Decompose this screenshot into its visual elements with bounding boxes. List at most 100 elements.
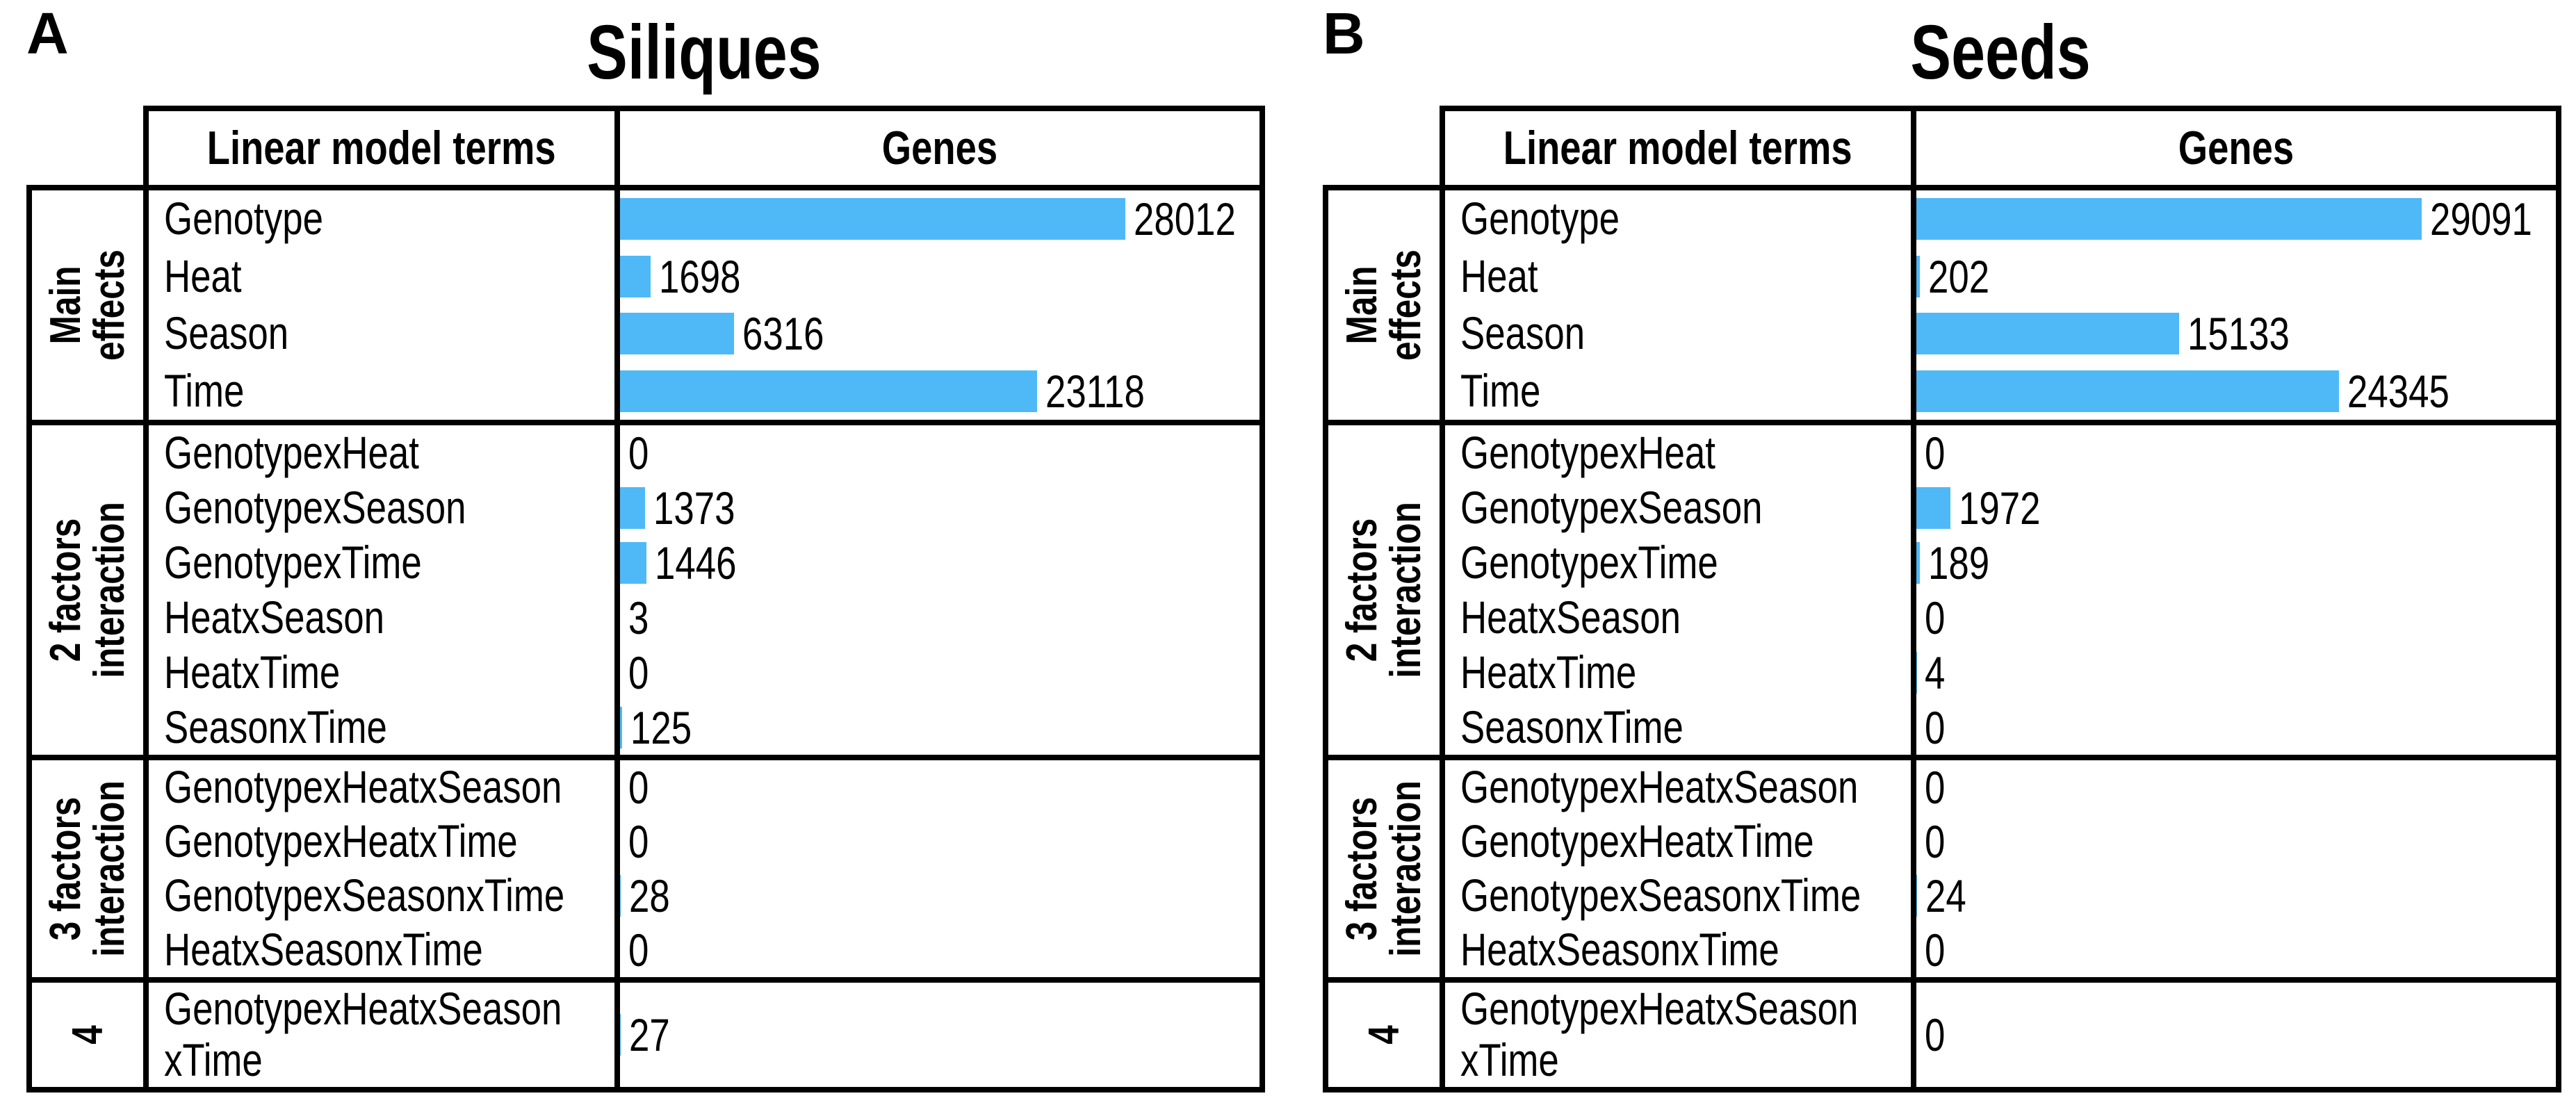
- genes-cell: 1972: [1916, 480, 2556, 535]
- row-group-rows: GenotypexHeatxSeason 0 GenotypexHeatxTim…: [149, 760, 1260, 977]
- panel-letter: A: [26, 1, 69, 66]
- gene-count-value: 0: [628, 816, 649, 867]
- term-cell: HeatxSeason: [1445, 590, 1916, 645]
- panel-title-wrap: Siliques: [143, 0, 1265, 106]
- gene-count-value: 189: [1927, 537, 1989, 589]
- header-linear-model-terms-label: Linear model terms: [207, 122, 556, 174]
- gene-count-bar: [620, 255, 651, 297]
- term-cell: Time: [149, 362, 620, 420]
- term-label: Genotype: [164, 193, 323, 245]
- panel-letter: B: [1323, 1, 1365, 66]
- term-cell: GenotypexSeason: [149, 480, 620, 535]
- term-cell: SeasonxTime: [1445, 700, 1916, 755]
- header-cell-linear-model-terms: Linear model terms: [1445, 111, 1916, 185]
- table-row: HeatxSeasonxTime 0: [149, 923, 1260, 977]
- table-row: Genotype 29091: [1445, 190, 2556, 248]
- gene-count-bar: [620, 1014, 621, 1056]
- row-group-cell: 4: [1328, 983, 1445, 1087]
- genes-cell: 15133: [1916, 305, 2556, 363]
- gene-count-value: 202: [1928, 250, 1990, 302]
- gene-count-value: 1446: [654, 537, 736, 589]
- row-group-cell: Main effects: [32, 190, 149, 420]
- term-label: GenotypexSeasonxTime: [164, 869, 565, 922]
- genes-cell: 202: [1916, 248, 2556, 306]
- row-group-label: 4: [63, 1025, 112, 1045]
- row-group: 2 factors interaction GenotypexHeat 0 Ge…: [32, 425, 1260, 760]
- row-group: 2 factors interaction GenotypexHeat 0 Ge…: [1328, 425, 2556, 760]
- term-label: HeatxTime: [1460, 646, 1637, 698]
- term-label: Genotype: [1460, 193, 1620, 245]
- table-row: GenotypexSeasonxTime 24: [1445, 869, 2556, 923]
- genes-cell: 0: [1916, 923, 2556, 977]
- table-row: GenotypexSeasonxTime 28: [149, 869, 1260, 923]
- table-row: HeatxSeason 3: [149, 590, 1260, 645]
- gene-count-bar: [620, 198, 1125, 240]
- genes-cell: 23118: [620, 363, 1260, 420]
- term-label: GenotypexHeat: [164, 426, 419, 478]
- table-row: HeatxTime 0: [149, 645, 1260, 700]
- row-group: Main effects Genotype 29091 Heat 202 Sea…: [1328, 190, 2556, 425]
- row-group-label: Main effects: [1337, 249, 1430, 361]
- row-group: 3 factors interaction GenotypexHeatxSeas…: [32, 760, 1260, 983]
- gene-count-value: 0: [1925, 701, 1946, 753]
- gene-count-value: 0: [1925, 816, 1946, 867]
- header-cell-linear-model-terms: Linear model terms: [149, 111, 620, 185]
- genes-cell: 0: [1916, 983, 2556, 1087]
- row-group: Main effects Genotype 28012 Heat 1698 Se…: [32, 190, 1260, 425]
- term-label: SeasonxTime: [1460, 701, 1684, 753]
- anova-table: Linear model terms Genes Main effects Ge…: [1323, 106, 2561, 1092]
- gene-count-value: 0: [1925, 427, 1946, 479]
- gene-count-value: 27: [628, 1009, 670, 1061]
- gene-count-bar: [1916, 875, 1917, 917]
- term-cell: GenotypexHeatxSeason xTime: [1445, 983, 1916, 1087]
- panel-title-wrap: Seeds: [1440, 0, 2561, 106]
- row-group-cell: 4: [32, 983, 149, 1087]
- row-group-cell: 2 factors interaction: [1328, 425, 1445, 755]
- genes-cell: 0: [620, 815, 1260, 869]
- panel-title: Siliques: [587, 10, 822, 95]
- genes-cell: 1373: [620, 480, 1260, 535]
- gene-count-bar: [620, 706, 623, 748]
- term-cell: HeatxTime: [149, 645, 620, 700]
- term-label: HeatxSeasonxTime: [164, 924, 483, 976]
- table-row: Genotype 28012: [149, 190, 1260, 248]
- row-group-rows: GenotypexHeatxSeason xTime 27: [149, 983, 1260, 1087]
- table-row: HeatxSeason 0: [1445, 590, 2556, 645]
- term-label: GenotypexHeatxSeason: [1460, 761, 1859, 813]
- table-row: SeasonxTime 125: [149, 700, 1260, 755]
- term-label: GenotypexSeasonxTime: [1460, 869, 1861, 922]
- table-row: GenotypexHeatxTime 0: [1445, 815, 2556, 869]
- term-cell: Season: [149, 305, 620, 363]
- gene-count-value: 0: [1925, 591, 1946, 644]
- gene-count-value: 1972: [1959, 482, 2041, 534]
- gene-count-value: 0: [628, 924, 649, 976]
- term-cell: GenotypexHeat: [1445, 425, 1916, 480]
- term-cell: GenotypexSeason: [1445, 480, 1916, 535]
- row-group-label: 4: [1360, 1025, 1408, 1045]
- term-label: Time: [164, 364, 245, 416]
- genes-cell: 3: [620, 590, 1260, 645]
- genes-cell: 189: [1916, 535, 2556, 590]
- genes-cell: 0: [620, 923, 1260, 977]
- row-group: 3 factors interaction GenotypexHeatxSeas…: [1328, 760, 2556, 983]
- row-group-label: 2 factors interaction: [1337, 502, 1430, 678]
- gene-count-bar: [620, 370, 1037, 412]
- term-label: GenotypexHeatxSeason xTime: [164, 983, 562, 1086]
- term-cell: Heat: [1445, 247, 1916, 305]
- table-header-row: Linear model terms Genes: [1440, 106, 2561, 185]
- term-cell: HeatxSeasonxTime: [149, 923, 620, 977]
- table-row: GenotypexHeat 0: [1445, 425, 2556, 480]
- term-label: GenotypexHeatxSeason: [164, 761, 562, 813]
- gene-count-value: 15133: [2187, 308, 2290, 360]
- header-cell-genes: Genes: [620, 111, 1260, 185]
- table-body: Main effects Genotype 29091 Heat 202 Sea…: [1323, 185, 2561, 1092]
- header-linear-model-terms-label: Linear model terms: [1503, 122, 1852, 174]
- gene-count-value: 6316: [742, 308, 824, 360]
- term-label: Season: [164, 307, 289, 359]
- row-group-rows: GenotypexHeat 0 GenotypexSeason 1972 Gen…: [1445, 425, 2556, 755]
- row-group-rows: GenotypexHeat 0 GenotypexSeason 1373 Gen…: [149, 425, 1260, 755]
- genes-cell: 24345: [1916, 363, 2556, 420]
- table-row: GenotypexTime 1446: [149, 535, 1260, 590]
- gene-count-bar: [1916, 198, 2422, 240]
